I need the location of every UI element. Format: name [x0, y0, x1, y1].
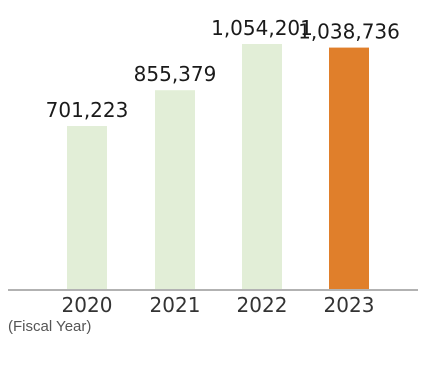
- x-axis-label: (Fiscal Year): [8, 318, 92, 335]
- x-tick-label-2021: 2021: [150, 293, 201, 317]
- value-label-2021: 855,379: [134, 62, 217, 86]
- value-label-2023: 1,038,736: [298, 20, 400, 44]
- x-tick-label-2022: 2022: [237, 293, 288, 317]
- bars-group: [67, 44, 369, 290]
- value-label-2020: 701,223: [46, 98, 129, 122]
- x-tick-label-2023: 2023: [324, 293, 375, 317]
- bar-2023: [329, 47, 369, 290]
- bar-2022: [242, 44, 282, 289]
- value-label-2022: 1,054,201: [211, 16, 313, 40]
- x-tick-labels-group: 2020 2021 2022 2023: [62, 293, 375, 317]
- bar-2021: [155, 90, 195, 289]
- bar-2020: [67, 126, 107, 289]
- x-tick-label-2020: 2020: [62, 293, 113, 317]
